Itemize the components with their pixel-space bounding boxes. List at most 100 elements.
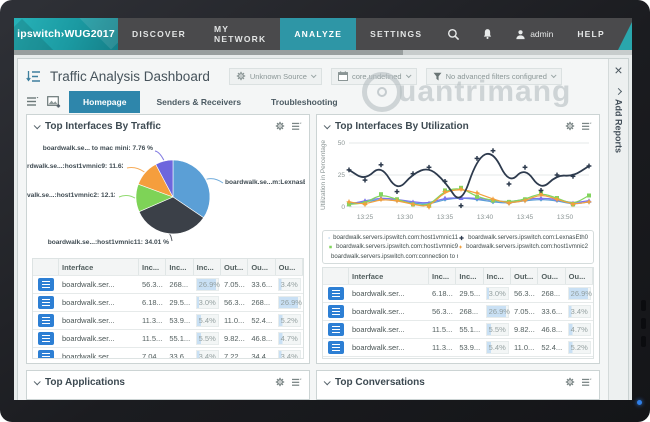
column-header[interactable]: Ou... (566, 268, 593, 285)
monitor-button[interactable] (641, 336, 646, 347)
value-cell: 26.9% (566, 287, 593, 301)
tab-senders-receivers[interactable]: Senders & Receivers (156, 96, 242, 107)
row-menu-button[interactable] (38, 314, 54, 327)
percent-bar-cell: 5.2% (277, 314, 301, 327)
panel-settings-gear-icon[interactable] (275, 121, 285, 131)
chart-legend: boardwalk.servers.ipswitch.com:host1vmni… (322, 230, 594, 265)
value-cell: 268... (251, 298, 271, 307)
column-header[interactable]: Ou... (538, 268, 566, 285)
column-header[interactable]: Interface (59, 259, 139, 275)
value-cell: 5.4% (484, 341, 511, 355)
pie-slice[interactable] (172, 159, 211, 219)
value-cell: 4.7% (276, 332, 303, 345)
row-menu-button[interactable] (38, 296, 54, 309)
column-header[interactable]: Inc... (194, 259, 221, 275)
column-header[interactable]: Inc... (456, 268, 484, 285)
legend-marker-icon (328, 237, 330, 239)
interface-cell: boardwalk.ser... (62, 352, 115, 359)
panel-actions (275, 121, 302, 131)
row-menu-button[interactable] (328, 305, 344, 319)
collapse-chevron-icon[interactable] (33, 377, 41, 385)
pie-slice[interactable] (155, 159, 174, 198)
percent-bar-cell: 5.5% (485, 323, 509, 337)
pie-slice[interactable] (138, 196, 205, 235)
value-cell: 56.3... (514, 289, 535, 299)
row-action-cell (33, 350, 59, 358)
panel-settings-gear-icon[interactable] (275, 377, 285, 387)
panel-settings-gear-icon[interactable] (565, 377, 575, 387)
column-header[interactable]: Inc... (484, 268, 511, 285)
legend-label: boardwalk.servers.ipswitch.com:host1vmni… (336, 243, 458, 251)
nav-item-settings[interactable]: SETTINGS (370, 29, 423, 39)
row-menu-button[interactable] (38, 350, 54, 358)
value-cell: 52.4... (541, 343, 563, 353)
value-cell: 7.04... (142, 352, 163, 359)
percent-bar-cell: 4.7% (277, 332, 301, 345)
column-header[interactable]: Ou... (248, 259, 276, 275)
hamburger-icon (332, 344, 340, 352)
panels-grid: Top Interfaces By Traffic boardwalk.se..… (26, 114, 600, 400)
scrollbar-handle[interactable] (14, 50, 404, 55)
row-menu-button[interactable] (328, 287, 344, 301)
close-dashboard-button[interactable]: × (614, 62, 623, 78)
row-action-cell (33, 278, 59, 291)
collapse-chevron-icon[interactable] (323, 377, 331, 385)
row-action-cell (323, 341, 349, 355)
panel-export-menu-icon[interactable] (581, 122, 592, 131)
dashboard-options-icon[interactable] (26, 96, 39, 107)
column-header[interactable]: Out... (511, 268, 539, 285)
nav-help[interactable]: HELP (577, 29, 605, 39)
row-menu-button[interactable] (328, 323, 344, 337)
notifications-bell-icon[interactable] (471, 28, 504, 40)
interface-cell: boardwalk.ser... (352, 325, 405, 335)
user-menu[interactable]: admin (504, 29, 564, 40)
panel-export-menu-icon[interactable] (291, 122, 302, 131)
column-header[interactable]: Inc... (429, 268, 457, 285)
filter-unknown-source[interactable]: Unknown Source (228, 67, 322, 85)
tab-homepage[interactable]: Homepage (69, 90, 141, 113)
nav-item-discover[interactable]: DISCOVER (132, 29, 186, 39)
monitor-button[interactable] (641, 300, 646, 311)
tab-troubleshooting[interactable]: Troubleshooting (271, 96, 338, 107)
panel-export-menu-icon[interactable] (581, 378, 592, 387)
panel-actions (275, 377, 302, 387)
brand-logo[interactable]: ipswitch›WUG2017 (14, 18, 118, 50)
search-icon[interactable] (436, 28, 471, 41)
row-action-cell (323, 323, 349, 337)
row-menu-button[interactable] (38, 332, 54, 345)
nav-item-analyze[interactable]: ANALYZE (280, 18, 357, 50)
column-header (33, 259, 59, 275)
column-header[interactable]: Out... (221, 259, 249, 275)
add-reports-tab[interactable]: Add Reports (614, 87, 624, 153)
row-menu-button[interactable] (38, 278, 54, 291)
panel-settings-gear-icon[interactable] (565, 121, 575, 131)
horizontal-scrollbar[interactable] (14, 50, 632, 55)
column-header[interactable]: Inc... (139, 259, 167, 275)
nav-item-my-network[interactable]: MY NETWORK (214, 24, 267, 44)
panel-export-menu-icon[interactable] (291, 378, 302, 387)
monitor-button[interactable] (641, 318, 646, 329)
filter-no-advanced-filters-configured[interactable]: No advanced filters configured (425, 67, 562, 85)
column-header[interactable]: Ou... (276, 259, 303, 275)
legend-item[interactable]: boardwalk.servers.ipswitch.com:LexnasEth… (458, 233, 588, 242)
column-header[interactable]: Inc... (166, 259, 194, 275)
collapse-chevron-icon[interactable] (323, 121, 331, 129)
dashboard-card: Traffic Analysis Dashboard Unknown Sourc… (17, 58, 629, 400)
hamburger-icon (332, 308, 340, 316)
svg-text:13:25: 13:25 (357, 214, 374, 221)
legend-item[interactable]: boardwalk.servers.ipswitch.com:host1vmni… (328, 233, 458, 242)
row-menu-button[interactable] (328, 341, 344, 355)
legend-item[interactable]: boardwalk.servers.ipswitch.com:host1vmni… (328, 242, 458, 251)
collapse-chevron-icon[interactable] (33, 121, 41, 129)
table-row: boardwalk.ser... 11.5... 55.1... 5.5% 9.82..… (323, 321, 593, 340)
filter-core-undefined[interactable]: core.undefined (330, 67, 417, 85)
table-row: boardwalk.ser... 56.3... 268... 26.9% 7.05..… (33, 276, 303, 294)
chevron-down-icon (550, 72, 557, 79)
legend-item[interactable]: boardwalk.servers.ipswitch.com:connectio… (328, 252, 458, 261)
interface-cell: boardwalk.ser... (62, 280, 115, 289)
add-image-icon[interactable] (47, 95, 61, 108)
value-cell: 26.9% (276, 296, 303, 309)
column-header[interactable]: Interface (349, 268, 429, 285)
legend-item[interactable]: boardwalk.servers.ipswitch.com:host1vmni… (458, 242, 588, 251)
